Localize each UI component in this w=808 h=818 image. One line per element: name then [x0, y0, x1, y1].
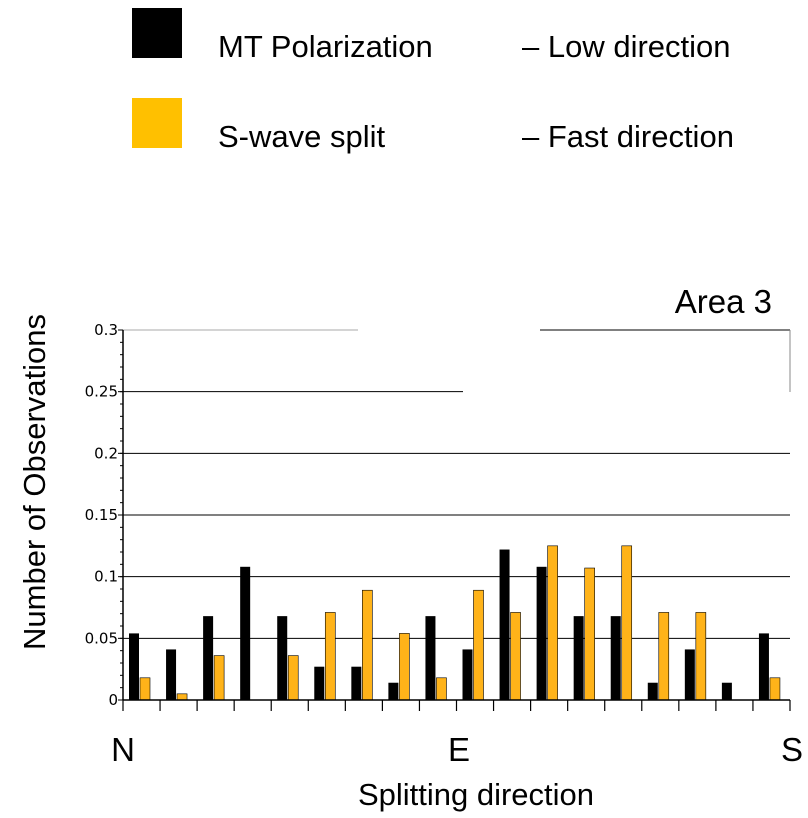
legend-swatch-s-wave-split: [132, 98, 182, 148]
bar-mt-polarization-2: [166, 649, 177, 700]
y-tick-label: 0.2: [94, 444, 118, 462]
y-tick-label: 0.25: [85, 383, 118, 401]
bar-mt-polarization-7: [351, 666, 362, 700]
bar-mt-polarization-12: [536, 566, 547, 700]
bar-s-wave-split-1: [139, 677, 151, 701]
bar-mt-polarization-14: [610, 616, 621, 700]
grid: [123, 329, 791, 639]
bar-mt-polarization-18: [758, 633, 769, 700]
bar-s-wave-split-7: [362, 589, 373, 701]
bar-mt-polarization-16: [684, 649, 695, 700]
bar-s-wave-split-18: [769, 677, 781, 701]
legend-label-mt-polarization: MT Polarization: [218, 29, 433, 64]
bar-s-wave-split-8: [399, 633, 410, 701]
bar-s-wave-split-10: [473, 589, 484, 701]
bar-s-wave-split-9: [436, 677, 447, 701]
legend-swatch-mt-polarization: [132, 8, 182, 58]
bar-mt-polarization-3: [203, 616, 214, 700]
y-tick-label: 0.05: [85, 629, 118, 647]
bar-mt-polarization-15: [647, 682, 658, 700]
legend-label-s-wave-split: S-wave split: [218, 119, 385, 154]
y-ticks: 0 0.05 0.1 0.15 0.2 0.25 0.3: [85, 321, 123, 709]
y-tick-label: 0.1: [94, 568, 118, 586]
y-tick-label: 0.15: [85, 506, 118, 524]
bars: [129, 545, 781, 701]
bar-mt-polarization-10: [462, 649, 473, 700]
y-axis-title: Number of Observations: [17, 314, 52, 650]
bar-mt-polarization-13: [573, 616, 584, 700]
legend-note-fast-direction: – Fast direction: [522, 119, 734, 154]
y-tick-label: 0: [108, 691, 118, 709]
bar-s-wave-split-14: [621, 545, 633, 701]
bar-mt-polarization-11: [499, 549, 510, 700]
axes: [122, 330, 791, 711]
x-tick-label-s: S: [781, 731, 803, 768]
legend-note-low-direction: – Low direction: [522, 29, 731, 64]
bar-s-wave-split-3: [213, 655, 225, 701]
bar-mt-polarization-5: [277, 616, 288, 700]
x-axis-title: Splitting direction: [358, 777, 594, 812]
bar-s-wave-split-6: [324, 612, 336, 701]
bar-s-wave-split-12: [547, 545, 558, 701]
bar-mt-polarization-4: [240, 566, 251, 700]
bar-mt-polarization-17: [721, 682, 732, 700]
bar-s-wave-split-13: [584, 567, 595, 701]
bar-mt-polarization-1: [129, 633, 139, 700]
bar-mt-polarization-9: [425, 616, 436, 700]
x-tick-label-n: N: [111, 731, 135, 768]
y-tick-label: 0.3: [94, 321, 118, 339]
bar-s-wave-split-16: [695, 612, 707, 701]
bar-mt-polarization-8: [388, 682, 399, 700]
legend: MT Polarization – Low direction S-wave s…: [132, 8, 734, 154]
bar-s-wave-split-15: [658, 612, 670, 701]
bar-mt-polarization-6: [314, 666, 325, 700]
chart-title: Area 3: [675, 283, 772, 320]
bar-s-wave-split-11: [510, 612, 521, 701]
x-tick-label-e: E: [448, 731, 470, 768]
bar-s-wave-split-5: [287, 655, 299, 701]
bar-s-wave-split-2: [176, 693, 188, 701]
